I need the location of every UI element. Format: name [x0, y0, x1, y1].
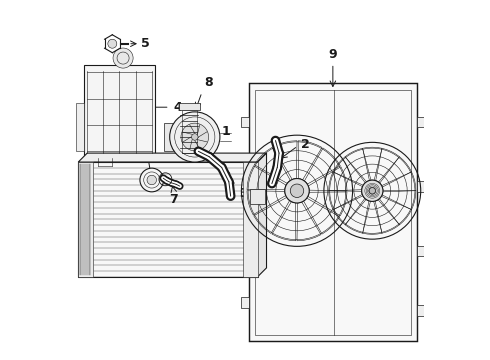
Text: 1: 1 [221, 125, 230, 138]
Polygon shape [250, 189, 265, 204]
Text: 5: 5 [141, 37, 150, 50]
Text: 7: 7 [169, 193, 178, 206]
Polygon shape [243, 162, 258, 277]
Circle shape [113, 48, 133, 68]
Polygon shape [417, 117, 424, 127]
Text: 4: 4 [173, 101, 182, 114]
Circle shape [181, 123, 209, 151]
Text: 8: 8 [204, 76, 212, 89]
Polygon shape [78, 162, 258, 277]
Text: 6: 6 [144, 143, 152, 156]
Polygon shape [84, 65, 155, 158]
Circle shape [290, 184, 304, 198]
Polygon shape [164, 123, 173, 151]
Circle shape [369, 188, 375, 194]
Circle shape [147, 175, 156, 185]
Circle shape [108, 39, 117, 48]
Polygon shape [242, 117, 248, 127]
Polygon shape [78, 162, 93, 277]
Circle shape [170, 112, 220, 162]
Polygon shape [78, 153, 267, 162]
Circle shape [140, 168, 164, 192]
Polygon shape [417, 181, 424, 192]
Polygon shape [417, 305, 424, 316]
Text: 9: 9 [329, 48, 337, 60]
Circle shape [285, 179, 309, 203]
Polygon shape [76, 103, 84, 151]
Text: 3: 3 [239, 187, 247, 200]
Polygon shape [179, 103, 200, 110]
Circle shape [362, 180, 383, 201]
Polygon shape [248, 83, 417, 341]
Polygon shape [417, 246, 424, 256]
Polygon shape [242, 297, 248, 308]
Text: 2: 2 [301, 138, 310, 150]
Circle shape [192, 134, 198, 140]
Polygon shape [258, 153, 267, 277]
